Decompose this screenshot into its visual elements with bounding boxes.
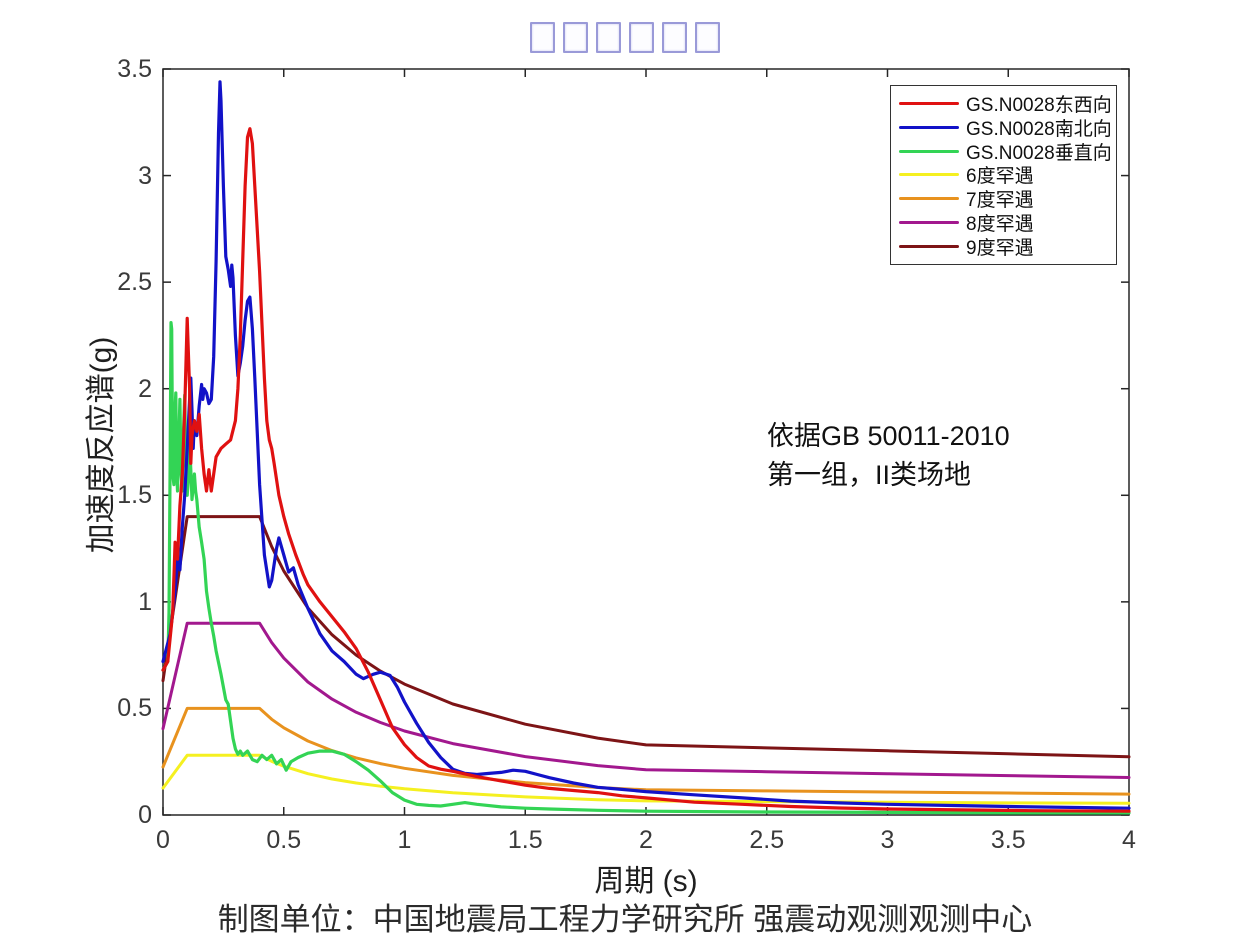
y-tick-label: 3.5 xyxy=(117,55,152,83)
legend-entry: 9度罕遇 xyxy=(899,235,1116,259)
tofu-glyph-box-icon xyxy=(629,22,654,53)
legend-line-sample xyxy=(899,173,959,177)
legend-line-sample xyxy=(899,220,959,224)
legend-entry: 6度罕遇 xyxy=(899,164,1116,188)
legend-line-sample xyxy=(899,149,959,153)
legend-label: 7度罕遇 xyxy=(966,190,1034,212)
legend-label: GS.N0028东西向 xyxy=(966,95,1112,117)
y-tick-label: 1 xyxy=(138,587,152,616)
x-tick-label: 0 xyxy=(156,826,170,854)
annotation-line-1: 依据GB 50011-2010 xyxy=(767,421,1010,451)
legend-line-sample xyxy=(899,197,959,201)
figure-caption: 制图单位：中国地震局工程力学研究所 强震动观测观测中心 xyxy=(217,902,1033,937)
series-line xyxy=(161,753,1131,805)
x-tick-label: 1.5 xyxy=(507,826,543,854)
annotation-line-2: 第一组，II类场地 xyxy=(767,460,972,490)
code-annotation: 依据GB 50011-2010 第一组，II类场地 xyxy=(767,417,1010,495)
legend-entry: GS.N0028垂直向 xyxy=(899,140,1116,164)
legend-entry: 7度罕遇 xyxy=(899,188,1116,212)
legend-entry: GS.N0028东西向 xyxy=(899,93,1116,117)
legend-box: GS.N0028东西向 GS.N0028南北向 GS.N0028垂直向 6度罕遇 7度罕… xyxy=(890,85,1117,265)
x-tick-label: 3 xyxy=(880,826,895,854)
x-tick-label: 2.5 xyxy=(749,826,785,854)
chart-title-missing-glyphs xyxy=(0,22,1250,56)
y-tick-label: 0 xyxy=(138,801,152,829)
x-tick-label: 0.5 xyxy=(266,826,302,854)
series-line xyxy=(161,706,1131,796)
x-tick-label: 4 xyxy=(1122,826,1136,854)
y-tick-label: 2.5 xyxy=(117,268,152,297)
legend-entry: GS.N0028南北向 xyxy=(899,117,1116,141)
legend-label: 8度罕遇 xyxy=(966,213,1034,235)
legend-line-sample xyxy=(899,102,959,106)
tofu-glyph-box-icon xyxy=(662,22,687,53)
legend-line-sample xyxy=(899,244,959,248)
series-line xyxy=(161,80,1131,810)
x-axis-label: 周期 (s) xyxy=(594,865,698,898)
series-line xyxy=(161,127,1131,813)
y-tick-label: 0.5 xyxy=(117,694,152,723)
tofu-glyph-box-icon xyxy=(530,22,555,53)
legend-label: 6度罕遇 xyxy=(966,166,1034,188)
legend-line-sample xyxy=(899,126,959,130)
legend-label: 9度罕遇 xyxy=(966,237,1034,259)
x-tick-label: 1 xyxy=(397,826,412,854)
y-tick-label: 3 xyxy=(138,161,152,190)
legend-entry: 8度罕遇 xyxy=(899,211,1116,235)
y-tick-label: 2 xyxy=(138,374,152,403)
x-tick-label: 3.5 xyxy=(990,826,1026,854)
y-tick-label: 1.5 xyxy=(117,481,152,510)
tofu-glyph-box-icon xyxy=(695,22,720,53)
legend-label: GS.N0028南北向 xyxy=(966,119,1112,141)
x-tick-label: 2 xyxy=(639,826,653,854)
tofu-glyph-box-icon xyxy=(596,22,621,53)
series-line xyxy=(161,321,1131,815)
series-line xyxy=(161,515,1131,759)
tofu-glyph-box-icon xyxy=(563,22,588,53)
legend-label: GS.N0028垂直向 xyxy=(966,142,1112,164)
